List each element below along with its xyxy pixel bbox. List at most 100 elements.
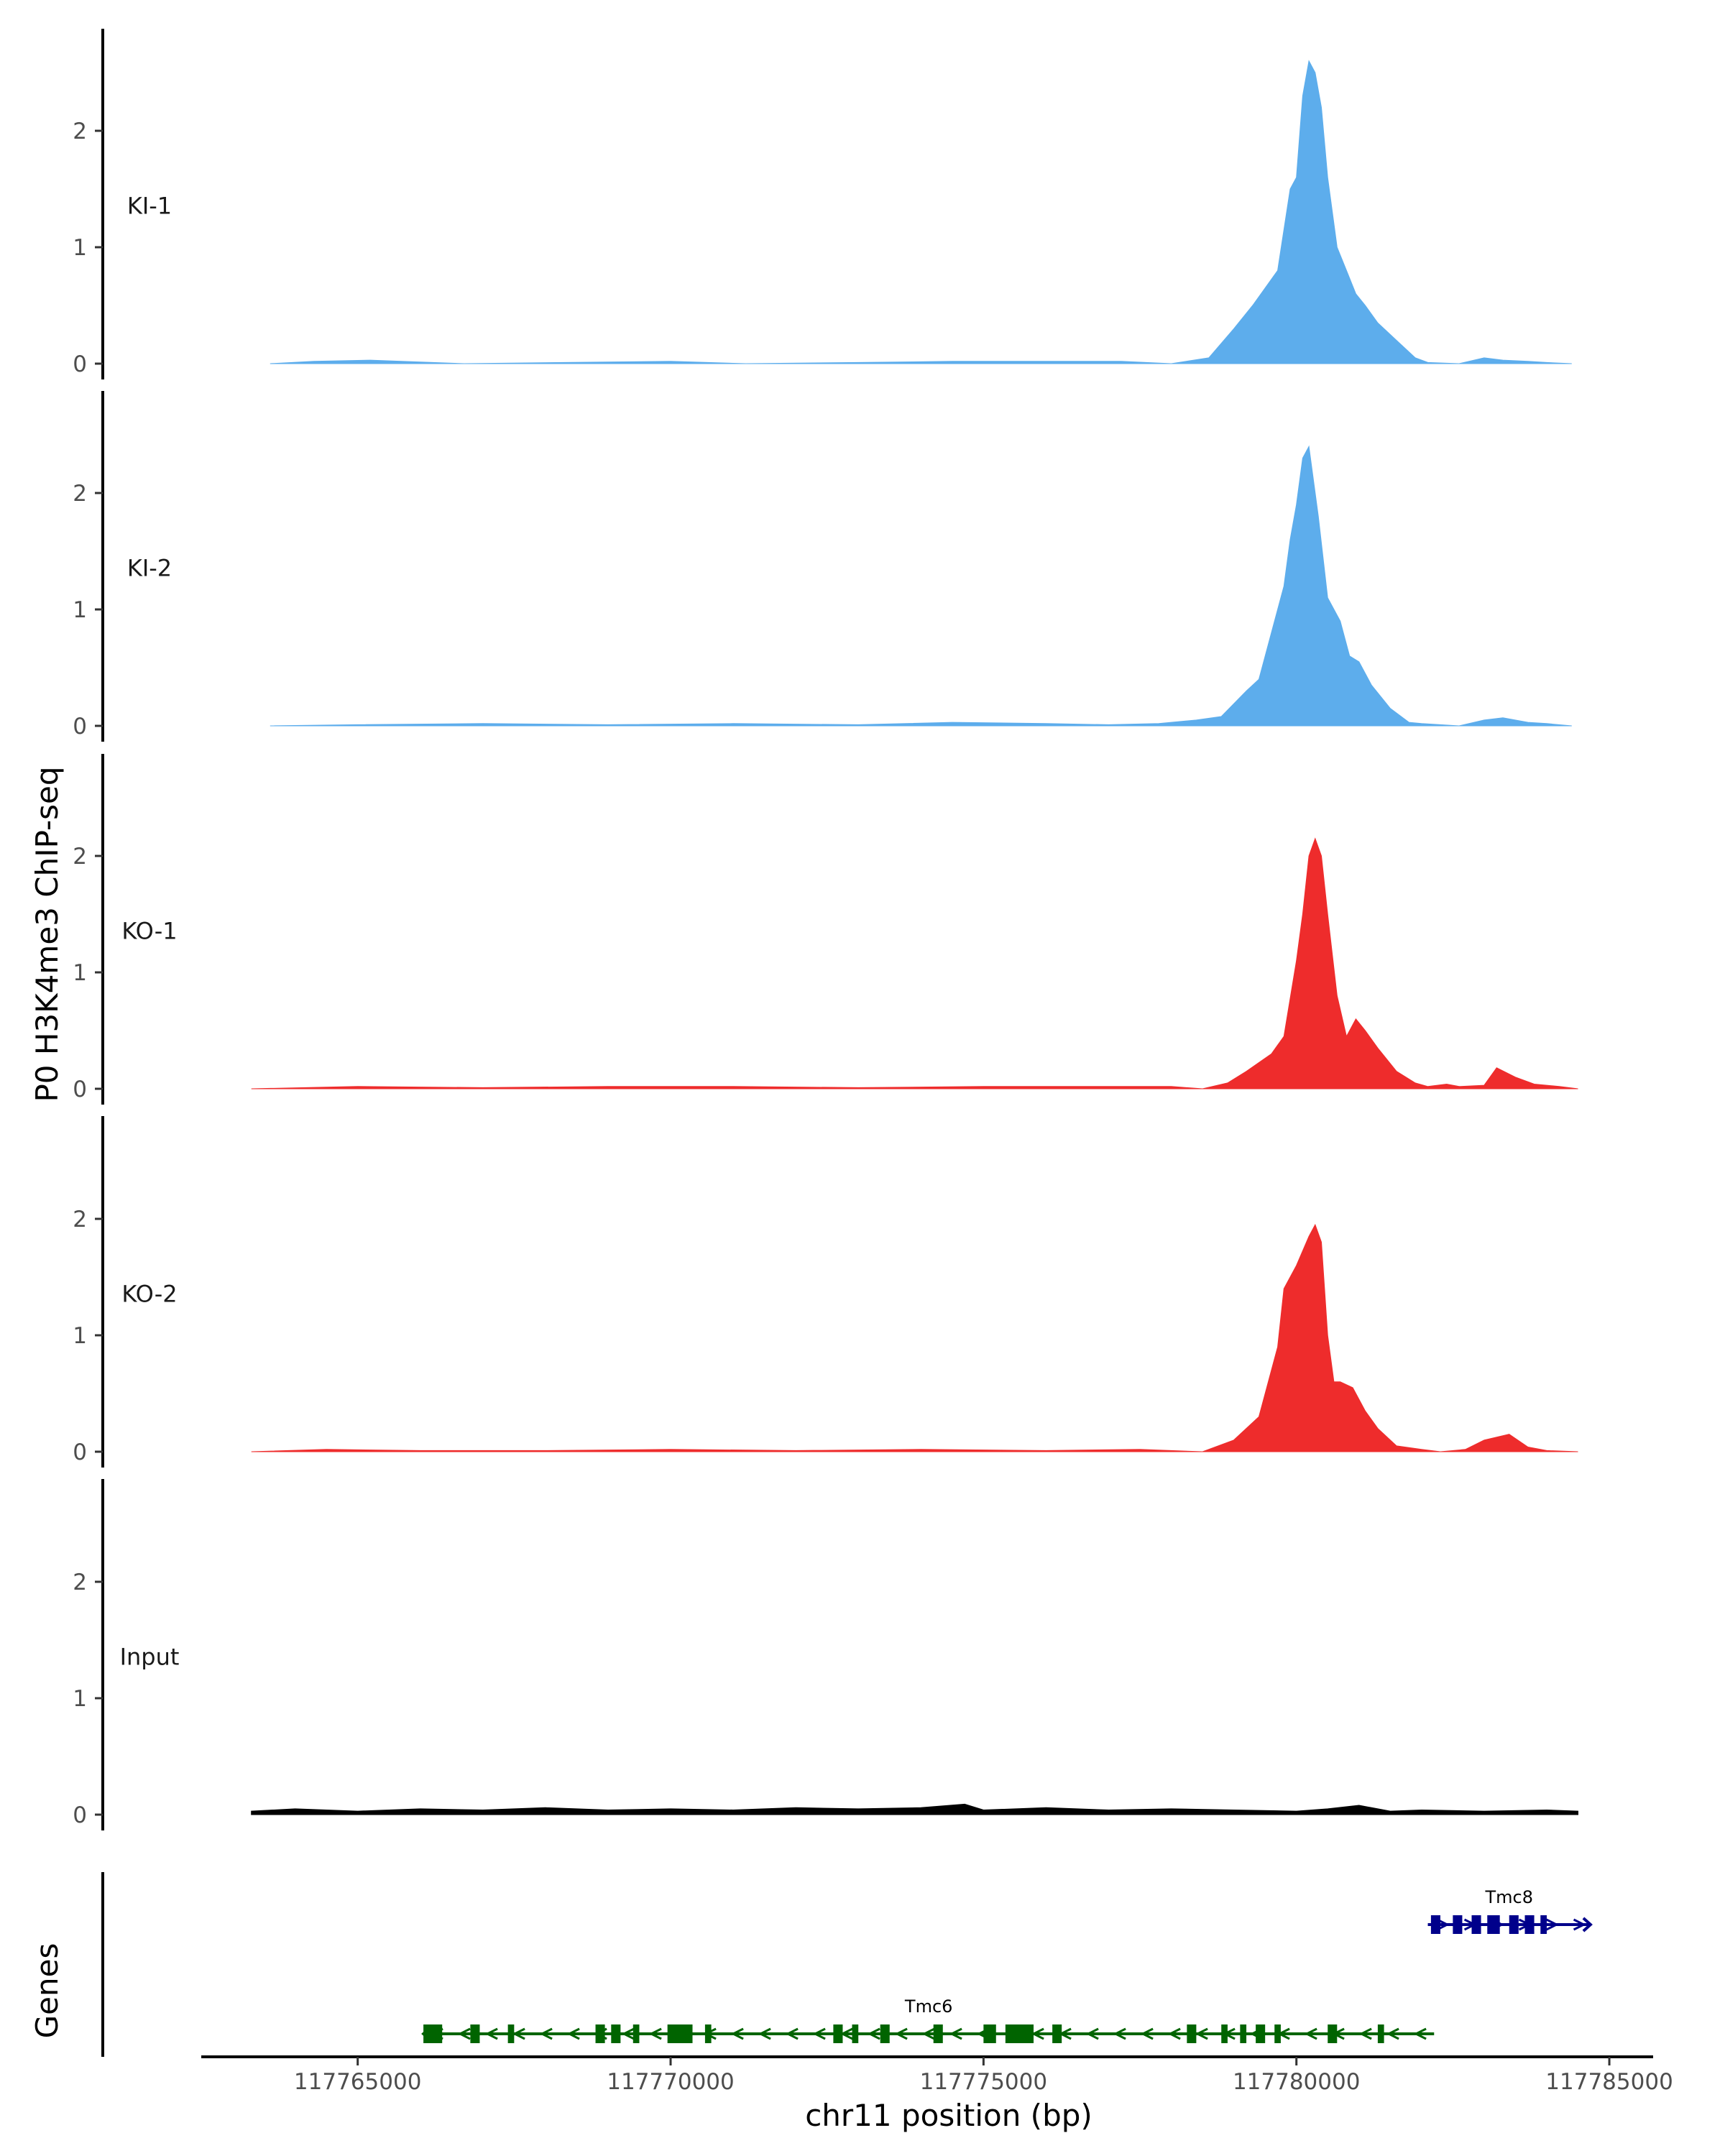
track-label: KI-2 [127, 554, 172, 581]
exon [1453, 1915, 1463, 1934]
exon [1274, 2024, 1281, 2043]
exon [1005, 2024, 1034, 2043]
track-ki-1: 0 1 2 KI-1 [73, 29, 1572, 379]
exon [1430, 1915, 1440, 1934]
strand-arrow [1358, 2027, 1372, 2040]
exon [833, 2024, 843, 2043]
exon [1524, 1915, 1535, 1934]
x-tick-label: 117765000 [294, 2069, 422, 2095]
exon [611, 2024, 621, 2043]
exon [423, 2024, 443, 2043]
track-label: KI-1 [127, 192, 172, 219]
exon [704, 2024, 712, 2043]
exon [852, 2024, 859, 2043]
gene-tmc8: Tmc8 [1427, 1887, 1593, 1934]
strand-arrow [1031, 2027, 1044, 2040]
x-tick-label: 117780000 [1233, 2069, 1361, 2095]
strand-arrow [457, 2027, 471, 2040]
track-label: Input [120, 1643, 180, 1670]
y-tick-label: 1 [73, 960, 87, 986]
gene-label: Tmc6 [904, 1996, 953, 2017]
exon [1487, 1915, 1500, 1934]
y-tick-label: 0 [73, 714, 87, 740]
exon [632, 2024, 640, 2043]
strand-arrow [1304, 2027, 1317, 2040]
tracks-layer: 0 1 2 KI-1 0 1 2 KI-2 0 1 2 KO-1 0 1 2 KO-2 0 1 2 Input [73, 29, 1578, 1830]
strand-arrow [1167, 2027, 1181, 2040]
y-tick-label: 2 [73, 119, 87, 144]
exon [1240, 2024, 1247, 2043]
y-tick-label: 0 [73, 1802, 87, 1828]
gene-tmc6: Tmc6 [421, 1996, 1435, 2043]
y-tick-label: 0 [73, 1077, 87, 1102]
strand-arrow [785, 2027, 799, 2040]
y-tick-label: 0 [73, 1439, 87, 1465]
x-axis-title: chr11 position (bp) [805, 2098, 1092, 2133]
strand-arrow [1413, 2027, 1427, 2040]
strand-arrow [1436, 1918, 1450, 1931]
track-label: KO-2 [121, 1280, 177, 1307]
x-tick-label: 117785000 [1545, 2069, 1673, 2095]
genes-axis-title: Genes [29, 1943, 65, 2039]
strand-arrow [921, 2027, 935, 2040]
exon [1328, 2024, 1338, 2043]
track-ki-2: 0 1 2 KI-2 [73, 391, 1572, 742]
track-input: 0 1 2 Input [73, 1479, 1578, 1830]
strand-arrow [566, 2027, 580, 2040]
strand-arrow [1195, 2027, 1208, 2040]
strand-arrow [1140, 2027, 1154, 2040]
exon [507, 2024, 515, 2043]
exon [933, 2024, 943, 2043]
strand-arrow [1545, 1918, 1559, 1931]
gene-end-arrow [1582, 1917, 1593, 1932]
exon [983, 2024, 996, 2043]
signal-area [270, 60, 1572, 364]
strand-arrow [758, 2027, 771, 2040]
strand-arrow [1085, 2027, 1099, 2040]
exon [595, 2024, 605, 2043]
exon [1052, 2024, 1062, 2043]
exon [1221, 2024, 1228, 2043]
signal-area [251, 1223, 1578, 1452]
y-tick-label: 2 [73, 844, 87, 870]
strand-arrow [648, 2027, 662, 2040]
x-tick-label: 117775000 [920, 2069, 1048, 2095]
gene-label: Tmc8 [1484, 1887, 1533, 1907]
y-axis-title: P0 H3K4me3 ChIP-seq [29, 766, 65, 1102]
y-tick-label: 2 [73, 1570, 87, 1595]
exon [1540, 1915, 1547, 1934]
y-tick-label: 0 [73, 351, 87, 377]
exon [1377, 2024, 1384, 2043]
strand-arrow [484, 2027, 498, 2040]
exon [880, 2024, 890, 2043]
strand-arrow [812, 2027, 826, 2040]
track-ko-2: 0 1 2 KO-2 [73, 1116, 1578, 1468]
y-tick-label: 1 [73, 235, 87, 261]
exon [1187, 2024, 1197, 2043]
x-tick-label: 117770000 [607, 2069, 735, 2095]
strand-arrow [949, 2027, 962, 2040]
y-tick-label: 1 [73, 597, 87, 623]
exon [1471, 1915, 1481, 1934]
signal-area [251, 1803, 1578, 1815]
y-tick-label: 1 [73, 1323, 87, 1349]
exon [667, 2024, 693, 2043]
strand-arrow [1386, 2027, 1399, 2040]
exon [1509, 1915, 1519, 1934]
genes-layer: Tmc8 Tmc6 [101, 1872, 1593, 2057]
strand-arrow [512, 2027, 525, 2040]
strand-arrow [1573, 1918, 1586, 1931]
exon [1256, 2024, 1266, 2043]
y-tick-label: 1 [73, 1686, 87, 1712]
strand-arrow [730, 2027, 744, 2040]
strand-arrow [894, 2027, 908, 2040]
y-tick-label: 2 [73, 1207, 87, 1233]
strand-arrow [867, 2027, 880, 2040]
signal-area [270, 445, 1572, 727]
track-ko-1: 0 1 2 KO-1 [73, 754, 1578, 1105]
exon [470, 2024, 480, 2043]
strand-arrow [539, 2027, 553, 2040]
x-axis: 117765000 117770000 117775000 117780000 1177… [201, 2055, 1673, 2095]
y-tick-label: 2 [73, 481, 87, 507]
